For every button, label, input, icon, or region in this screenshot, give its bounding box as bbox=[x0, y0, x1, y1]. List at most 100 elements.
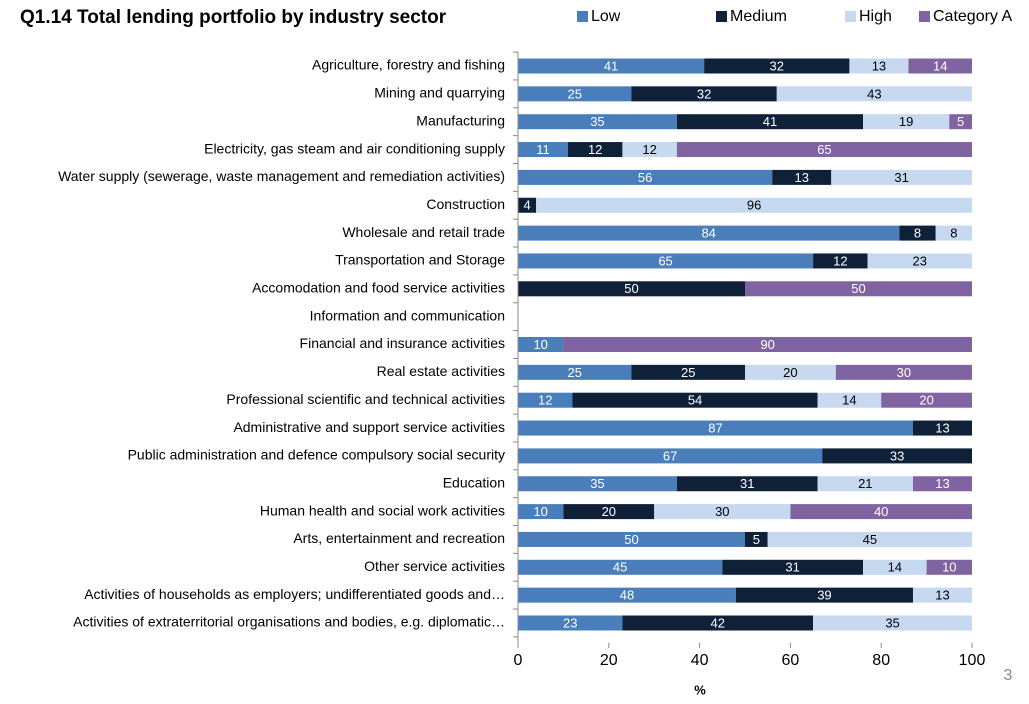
legend-label: Low bbox=[591, 8, 621, 25]
data-label: 67 bbox=[663, 448, 677, 463]
bar-segment bbox=[518, 531, 745, 547]
data-label: 30 bbox=[715, 504, 729, 519]
bar-segment bbox=[536, 197, 972, 213]
bar-segment bbox=[518, 504, 564, 520]
bar-segment bbox=[518, 142, 568, 158]
data-label: 45 bbox=[613, 560, 627, 575]
data-label: 50 bbox=[851, 281, 865, 296]
x-tick-label: 40 bbox=[691, 652, 709, 669]
data-label: 31 bbox=[740, 476, 754, 491]
bar-segment bbox=[822, 448, 972, 464]
bar-segment bbox=[676, 114, 864, 130]
bar-segment bbox=[863, 114, 950, 130]
bar-segment bbox=[704, 58, 850, 74]
data-label: 41 bbox=[763, 114, 777, 129]
legend-label: Category A bbox=[933, 8, 1012, 25]
legend-swatch bbox=[716, 11, 727, 22]
data-label: 31 bbox=[785, 560, 799, 575]
y-tick-label: Arts, entertainment and recreation bbox=[293, 530, 505, 546]
y-tick-label: Construction bbox=[426, 196, 505, 212]
data-label: 8 bbox=[914, 226, 921, 241]
bar-segment bbox=[518, 420, 913, 436]
bar-segment bbox=[518, 559, 723, 575]
bar-segment bbox=[899, 225, 936, 241]
bar-segment bbox=[518, 587, 736, 603]
data-label: 20 bbox=[919, 393, 933, 408]
bar-segment bbox=[722, 559, 864, 575]
data-label: 96 bbox=[747, 198, 761, 213]
data-label: 41 bbox=[604, 58, 618, 73]
bar-segment bbox=[563, 337, 972, 352]
data-label: 30 bbox=[897, 365, 911, 380]
bar-segment bbox=[518, 169, 773, 185]
y-tick-label: Wholesale and retail trade bbox=[342, 224, 505, 240]
data-label: 35 bbox=[590, 476, 604, 491]
y-tick-label: Financial and insurance activities bbox=[300, 335, 505, 351]
data-label: 45 bbox=[863, 532, 877, 547]
y-tick-label: Human health and social work activities bbox=[260, 502, 505, 518]
data-label: 65 bbox=[658, 253, 672, 268]
data-label: 56 bbox=[638, 170, 652, 185]
y-tick-label: Professional scientific and technical ac… bbox=[226, 391, 505, 407]
data-label: 8 bbox=[950, 226, 957, 241]
bar-segment bbox=[631, 364, 745, 380]
bar-segment bbox=[676, 142, 972, 158]
data-label: 12 bbox=[833, 253, 847, 268]
y-tick-label: Mining and quarrying bbox=[374, 85, 505, 101]
data-label: 32 bbox=[770, 58, 784, 73]
bar-segment bbox=[835, 364, 972, 380]
x-tick-label: 100 bbox=[959, 652, 986, 669]
data-label: 12 bbox=[642, 142, 656, 157]
data-label: 32 bbox=[697, 86, 711, 101]
x-tick-label: 20 bbox=[600, 652, 618, 669]
data-label: 19 bbox=[899, 114, 913, 129]
data-label: 33 bbox=[890, 448, 904, 463]
chart-title: Q1.14 Total lending portfolio by industr… bbox=[20, 7, 447, 28]
bar-segment bbox=[817, 476, 913, 492]
bar-segment bbox=[831, 169, 972, 185]
y-tick-label: Real estate activities bbox=[377, 363, 505, 379]
bar-segment bbox=[790, 504, 972, 520]
bar-segment bbox=[676, 476, 818, 492]
legend-label: Medium bbox=[730, 8, 787, 25]
y-tick-label: Administrative and support service activ… bbox=[233, 419, 505, 435]
y-tick-label: Activities of extraterritorial organisat… bbox=[73, 614, 505, 630]
data-label: 10 bbox=[942, 560, 956, 575]
bar-segment bbox=[745, 281, 972, 297]
data-label: 25 bbox=[568, 86, 582, 101]
y-tick-label: Electricity, gas steam and air condition… bbox=[204, 140, 505, 156]
data-label: 84 bbox=[701, 226, 715, 241]
bar-segment bbox=[776, 86, 972, 102]
bar-segment bbox=[563, 504, 655, 520]
bar-segment bbox=[518, 476, 677, 492]
y-tick-label: Education bbox=[443, 474, 505, 490]
data-label: 12 bbox=[588, 142, 602, 157]
data-label: 13 bbox=[935, 476, 949, 491]
data-label: 13 bbox=[935, 588, 949, 603]
bar-segment bbox=[863, 559, 927, 575]
bar-segment bbox=[935, 225, 972, 241]
data-label: 12 bbox=[538, 393, 552, 408]
legend-label: High bbox=[859, 8, 892, 25]
bar-segment bbox=[518, 58, 705, 74]
bar-segment bbox=[912, 420, 972, 436]
bar-segment bbox=[813, 253, 868, 269]
data-label: 35 bbox=[590, 114, 604, 129]
bar-segment bbox=[849, 58, 909, 74]
bar-segment bbox=[518, 253, 814, 269]
bar-segment bbox=[518, 114, 677, 130]
data-label: 10 bbox=[533, 504, 547, 519]
bar-segment bbox=[772, 169, 832, 185]
data-label: 5 bbox=[753, 532, 760, 547]
bar-segment bbox=[518, 225, 900, 241]
bar-segment bbox=[867, 253, 972, 269]
x-tick-label: 80 bbox=[872, 652, 890, 669]
bar-segment bbox=[518, 392, 573, 408]
data-label: 13 bbox=[795, 170, 809, 185]
bar-segment bbox=[745, 364, 836, 380]
legend-swatch bbox=[845, 11, 856, 22]
y-tick-label: Agriculture, forestry and fishing bbox=[312, 57, 505, 73]
bar-segment bbox=[622, 615, 814, 631]
y-tick-label: Water supply (sewerage, waste management… bbox=[58, 168, 505, 184]
